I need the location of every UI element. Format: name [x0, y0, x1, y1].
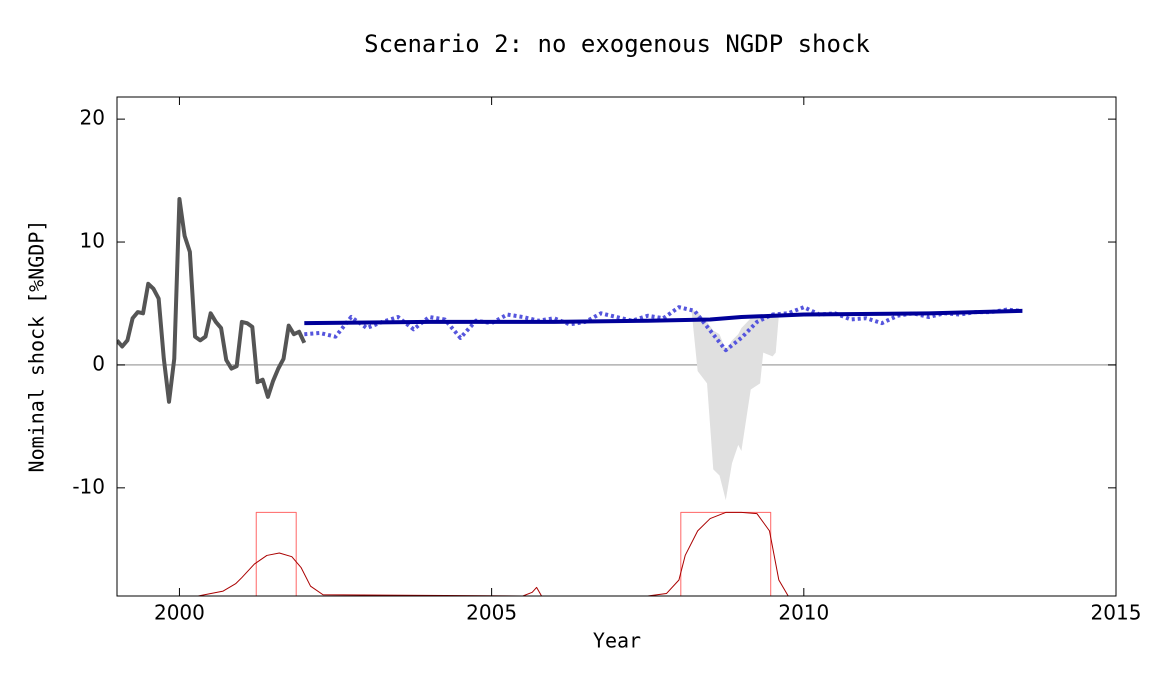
plot-area — [117, 197, 1116, 596]
x-axis-label: Year — [593, 629, 641, 653]
y-tick-label: 10 — [80, 229, 105, 253]
y-axis-label: Nominal shock [%NGDP] — [25, 220, 49, 473]
series-line — [117, 511, 1116, 596]
x-tick-label: 2015 — [1091, 601, 1142, 625]
y-tick-label: 20 — [80, 106, 105, 130]
chart-title: Scenario 2: no exogenous NGDP shock — [364, 30, 870, 58]
y-tick-label: -10 — [72, 474, 105, 498]
plot-frame — [116, 96, 1117, 597]
band-area — [691, 309, 779, 501]
series-line — [304, 308, 1023, 326]
series-line — [117, 511, 1116, 596]
x-tick-label: 2010 — [778, 601, 829, 625]
series-line — [117, 197, 307, 404]
x-tick-label: 2000 — [154, 601, 205, 625]
y-tick-label: 0 — [92, 351, 105, 375]
x-tick-label: 2005 — [466, 601, 517, 625]
